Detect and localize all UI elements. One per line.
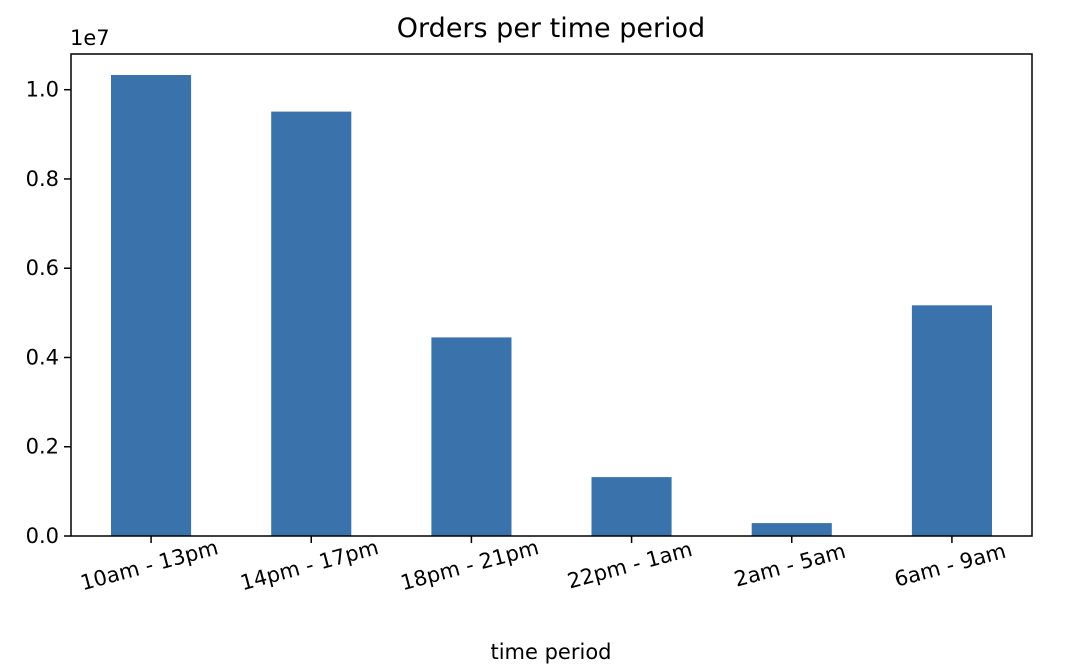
x-tick-label: 18pm - 21pm — [398, 535, 541, 595]
plot-frame — [70, 53, 1033, 537]
x-tick-label: 22pm - 1am — [565, 537, 695, 593]
bar — [271, 111, 352, 536]
x-tick-label: 6am - 9am — [892, 539, 1009, 592]
y-tick-label: 0.8 — [26, 167, 59, 191]
bar — [431, 337, 512, 536]
y-tick-label: 0.4 — [26, 345, 59, 369]
x-axis: 10am - 13pm 14pm - 17pm 18pm - 21pm 22pm - … — [78, 535, 1009, 595]
y-tick-label: 0.6 — [26, 256, 59, 280]
bar — [591, 477, 672, 536]
y-axis: 0.0 0.2 0.4 0.6 0.8 1.0 — [26, 78, 71, 548]
bar — [911, 305, 992, 536]
bar — [111, 75, 192, 536]
x-tick-label: 10am - 13pm — [78, 535, 221, 595]
bars-group — [111, 75, 992, 536]
y-axis-offset-label: 1e7 — [70, 26, 110, 50]
x-tick-label: 14pm - 17pm — [238, 535, 381, 595]
bar — [751, 523, 832, 536]
y-tick-label: 0.0 — [26, 524, 59, 548]
chart-title: Orders per time period — [397, 13, 705, 44]
y-tick-label: 0.2 — [26, 435, 59, 459]
y-tick-label: 1.0 — [26, 78, 59, 102]
x-tick-label: 2am - 5am — [732, 539, 849, 592]
x-axis-label: time period — [490, 640, 611, 664]
